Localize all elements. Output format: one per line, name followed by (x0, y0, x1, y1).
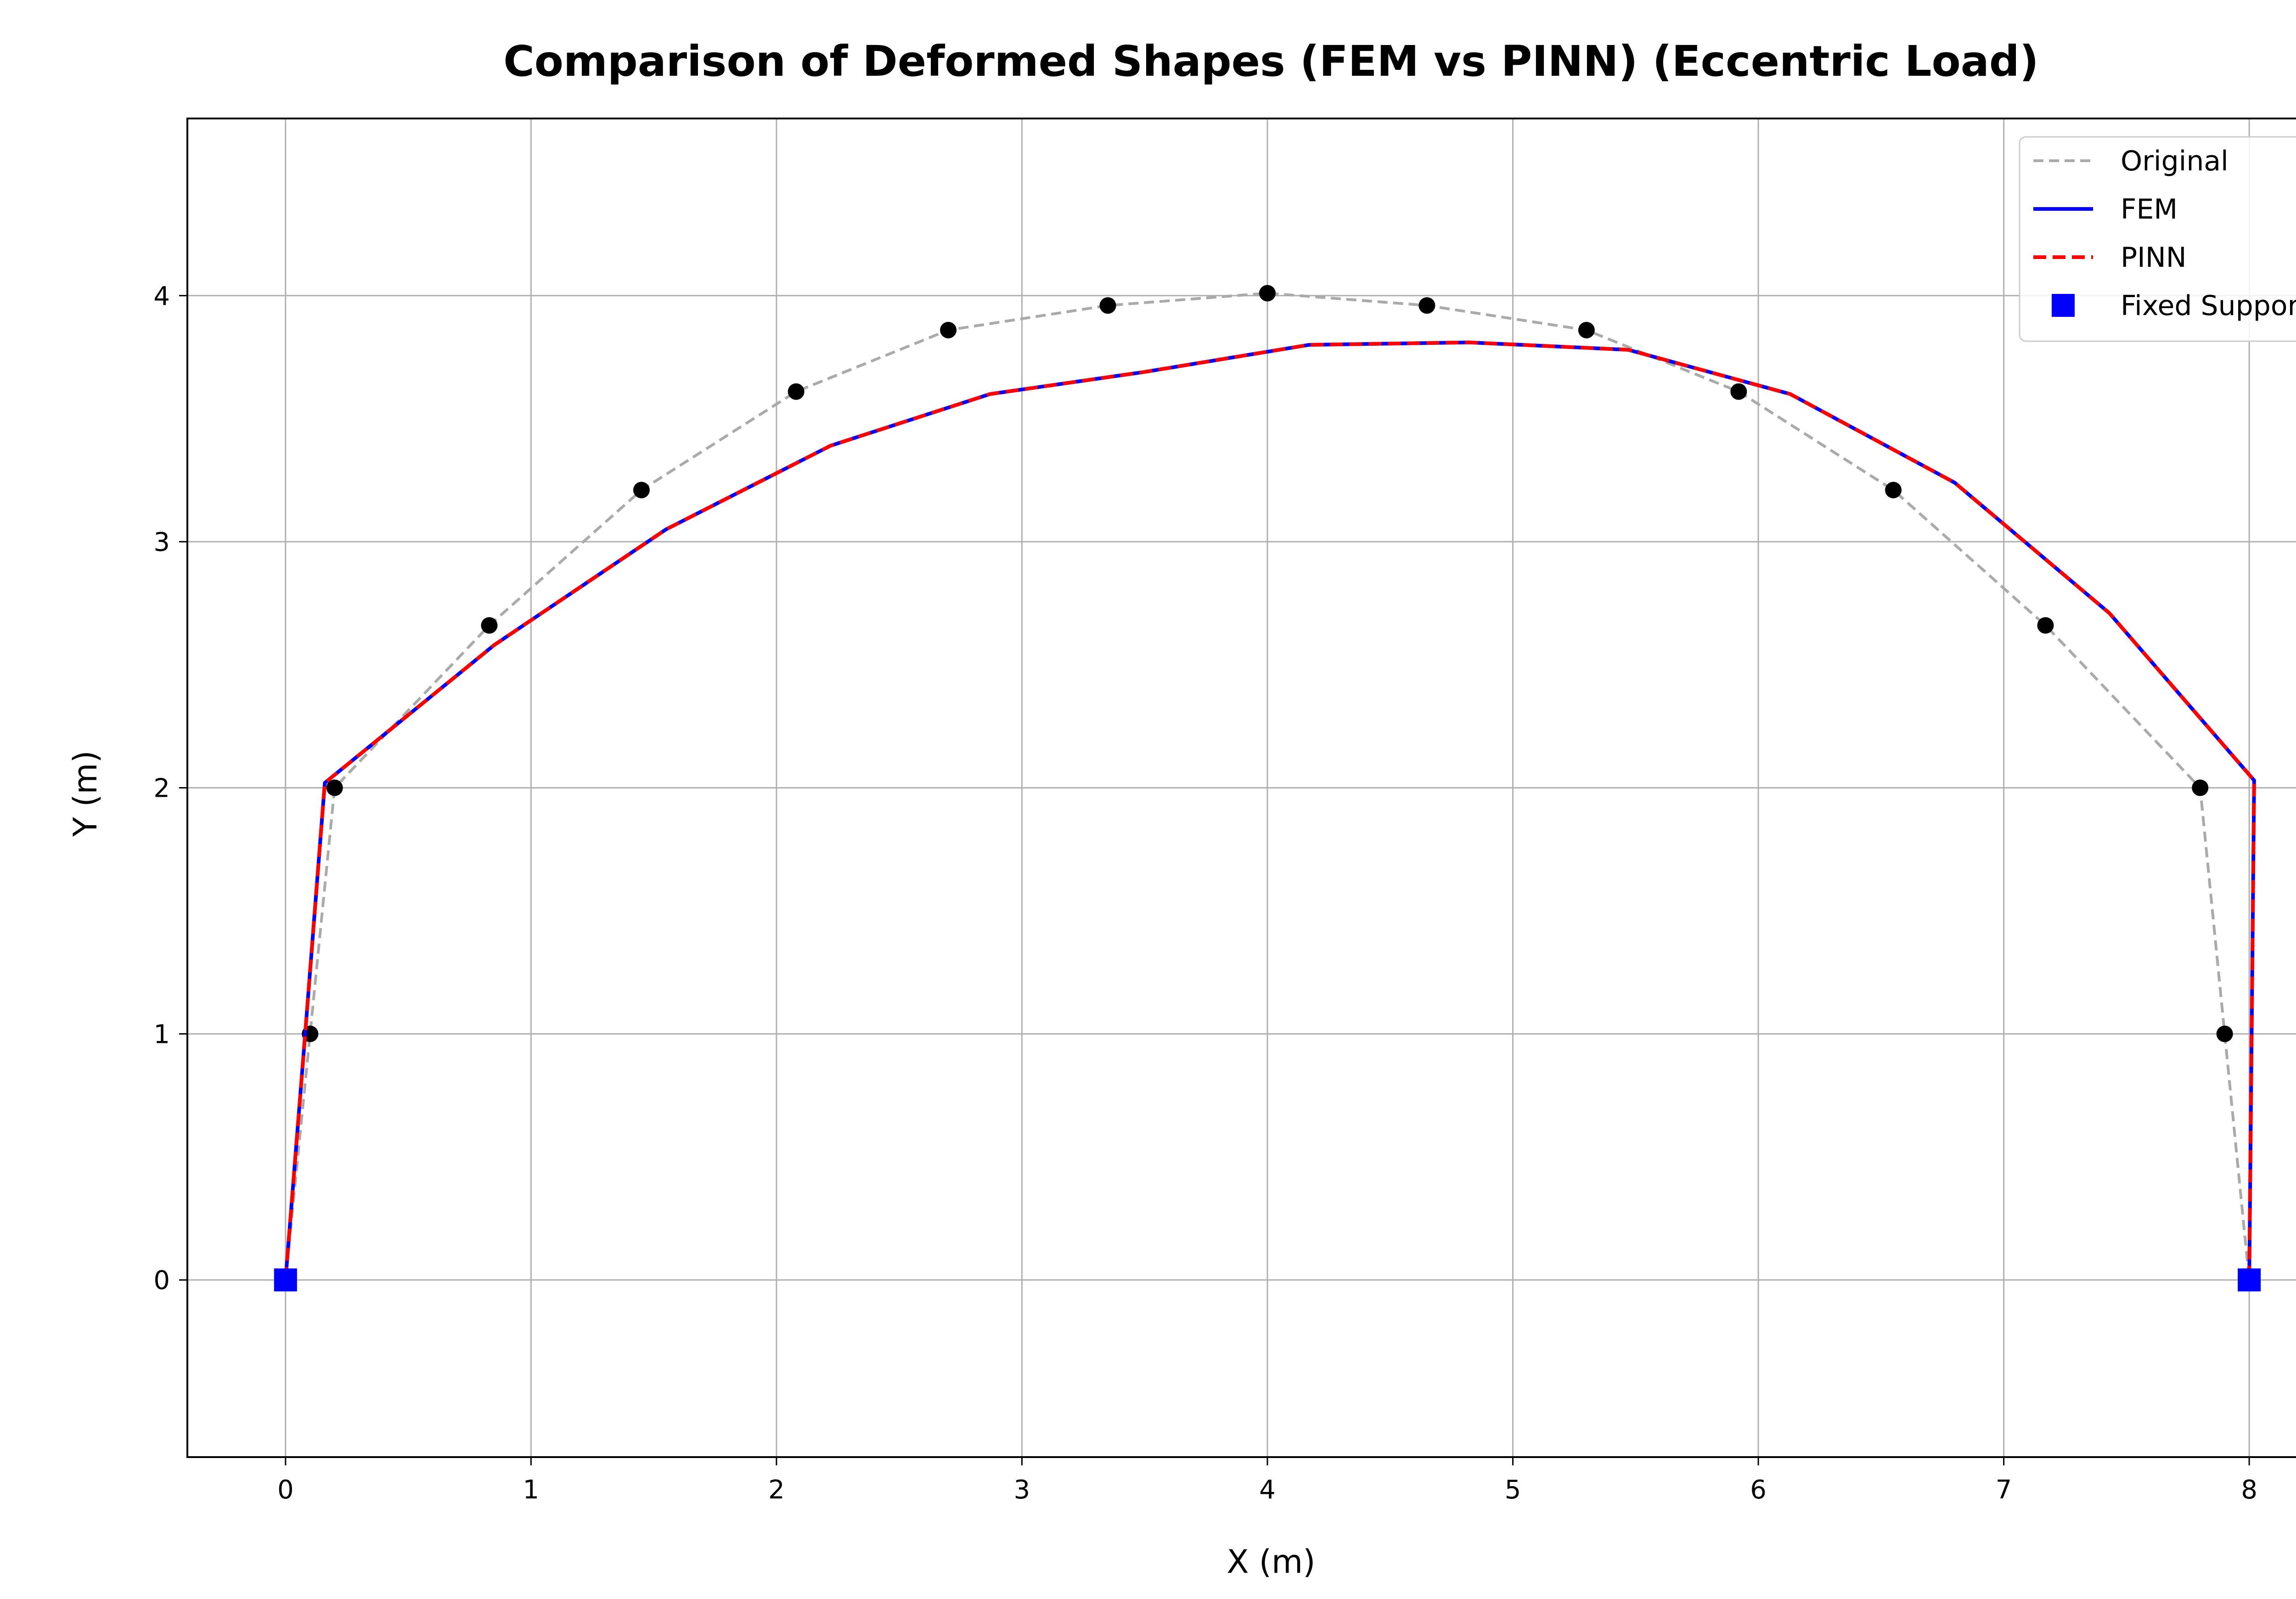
x-tick-label: 8 (2241, 1475, 2257, 1505)
y-axis-label: Y (m) (67, 750, 104, 837)
node-point (326, 779, 343, 796)
node-point (2037, 617, 2054, 634)
x-axis-label: X (m) (1227, 1543, 1315, 1581)
x-tick-label: 0 (277, 1475, 294, 1505)
node-point (481, 617, 498, 634)
grid (187, 118, 2296, 1457)
original-series-line (284, 292, 2251, 1280)
x-tick-label: 2 (768, 1475, 785, 1505)
legend-label: PINN (2121, 242, 2187, 274)
x-tick-label: 7 (1996, 1475, 2012, 1505)
series-layer (274, 285, 2261, 1292)
ticks: 0 1 2 3 4 5 6 7 8 0 1 2 3 4 (153, 282, 2257, 1505)
y-tick-label: 1 (153, 1019, 170, 1049)
node-point (1099, 297, 1116, 314)
node-point (1730, 383, 1747, 400)
x-tick-label: 3 (1014, 1475, 1030, 1505)
node-point (1418, 297, 1435, 314)
pinn-series-line (283, 340, 2256, 1280)
x-tick-label: 4 (1259, 1475, 1276, 1505)
node-point (940, 321, 957, 338)
x-tick-label: 1 (523, 1475, 540, 1505)
node-point (1578, 321, 1595, 338)
fem-series-line (283, 340, 2256, 1280)
node-point (2192, 779, 2209, 796)
y-tick-label: 0 (153, 1266, 170, 1295)
fixed-support-marker (274, 1268, 297, 1292)
y-tick-label: 2 (153, 774, 170, 804)
node-point (2216, 1025, 2233, 1042)
node-point (1259, 285, 1276, 302)
legend: Original FEM PINN Fixed Support (2019, 136, 2296, 342)
node-point (633, 482, 650, 499)
legend-label: Original (2121, 145, 2228, 177)
node-point (1885, 482, 1902, 499)
y-tick-label: 3 (153, 528, 170, 557)
x-tick-label: 5 (1505, 1475, 1521, 1505)
chart-title: Comparison of Deformed Shapes (FEM vs PI… (503, 37, 2039, 86)
legend-label: FEM (2121, 193, 2178, 225)
node-point (788, 383, 805, 400)
fixed-support-marker (2238, 1268, 2261, 1292)
legend-label: Fixed Support (2121, 290, 2296, 322)
legend-swatch (2052, 294, 2075, 317)
x-tick-label: 6 (1750, 1475, 1767, 1505)
plot-area-frame (186, 118, 2296, 1458)
legend-box (2019, 136, 2296, 342)
y-tick-label: 4 (153, 282, 170, 311)
